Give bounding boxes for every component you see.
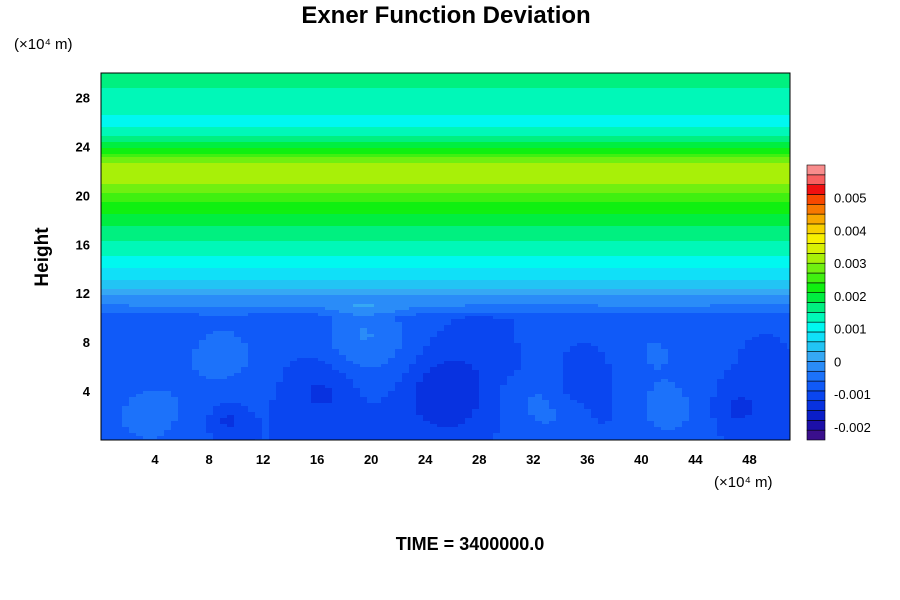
y-tick-label: 12 (76, 286, 90, 301)
colorbar-tick-label: 0.002 (834, 289, 867, 304)
x-axis-unit: (×10⁴ m) (714, 474, 773, 491)
colorbar-tick-label: -0.001 (834, 387, 871, 402)
x-tick-label: 32 (526, 452, 540, 467)
colorbar-tick-label: 0.005 (834, 191, 867, 206)
colorbar-swatch (806, 429, 826, 441)
colorbar-swatch (806, 341, 826, 352)
x-tick-label: 44 (688, 452, 703, 467)
colorbar-tick-label: 0.003 (834, 256, 867, 271)
colorbar-swatch (806, 282, 826, 293)
colorbar-swatch (806, 351, 826, 362)
colorbar-swatch (806, 390, 826, 402)
contour-field (101, 73, 790, 440)
colorbar-swatch (806, 292, 826, 303)
x-tick-label: 8 (205, 452, 212, 467)
y-axis-label: Height (32, 227, 53, 287)
colorbar-swatch (806, 400, 826, 411)
colorbar-swatch (806, 243, 826, 254)
x-tick-label: 20 (364, 452, 378, 467)
colorbar-swatch (806, 272, 826, 284)
x-tick-label: 16 (310, 452, 324, 467)
colorbar-tick-label: 0 (834, 354, 841, 369)
x-tick-label: 40 (634, 452, 648, 467)
colorbar-tick-label: -0.002 (834, 420, 871, 435)
colorbar-swatch (806, 331, 826, 343)
chart-title: Exner Function Deviation (301, 2, 590, 29)
colorbar-swatch (806, 321, 826, 333)
colorbar-swatch (806, 233, 826, 244)
y-tick-label: 20 (76, 188, 90, 203)
colorbar-swatch (806, 361, 826, 372)
colorbar-swatch (806, 164, 826, 176)
colorbar-swatch (806, 302, 826, 313)
colorbar-swatch (806, 174, 826, 185)
x-tick-label: 4 (151, 452, 159, 467)
colorbar-swatch (806, 410, 826, 421)
x-axis-ticks: 4 8 12 16 20 24 28 32 36 40 44 48 (151, 452, 756, 467)
colorbar: -0.002 -0.001 0 0.001 0.002 0.003 0.004 0.005 (806, 164, 871, 441)
colorbar-swatch (806, 370, 826, 382)
y-tick-label: 4 (83, 384, 91, 399)
colorbar-swatch (806, 420, 826, 431)
y-tick-label: 24 (76, 139, 91, 154)
colorbar-swatch (806, 262, 826, 274)
colorbar-tick-label: 0.001 (834, 322, 867, 337)
x-tick-label: 28 (472, 452, 486, 467)
x-tick-label: 24 (418, 452, 433, 467)
y-axis-ticks: 4 8 12 16 20 24 28 (76, 90, 91, 399)
x-tick-label: 48 (742, 452, 756, 467)
colorbar-tick-label: 0.004 (834, 223, 867, 238)
y-axis-unit: (×10⁴ m) (14, 36, 73, 53)
plot-frame (100, 72, 791, 441)
colorbar-swatch (806, 184, 826, 195)
colorbar-swatch (806, 223, 826, 235)
colorbar-swatch (806, 380, 826, 392)
colorbar-swatch (806, 253, 826, 264)
x-tick-label: 12 (256, 452, 270, 467)
colorbar-swatch (806, 203, 826, 215)
colorbar-swatch (806, 194, 826, 205)
colorbar-swatch (806, 213, 826, 225)
y-tick-label: 16 (76, 237, 90, 252)
colorbar-swatch (806, 312, 826, 323)
y-tick-label: 8 (83, 335, 90, 350)
x-tick-label: 36 (580, 452, 594, 467)
time-label: TIME = 3400000.0 (396, 534, 545, 554)
y-tick-label: 28 (76, 90, 90, 105)
